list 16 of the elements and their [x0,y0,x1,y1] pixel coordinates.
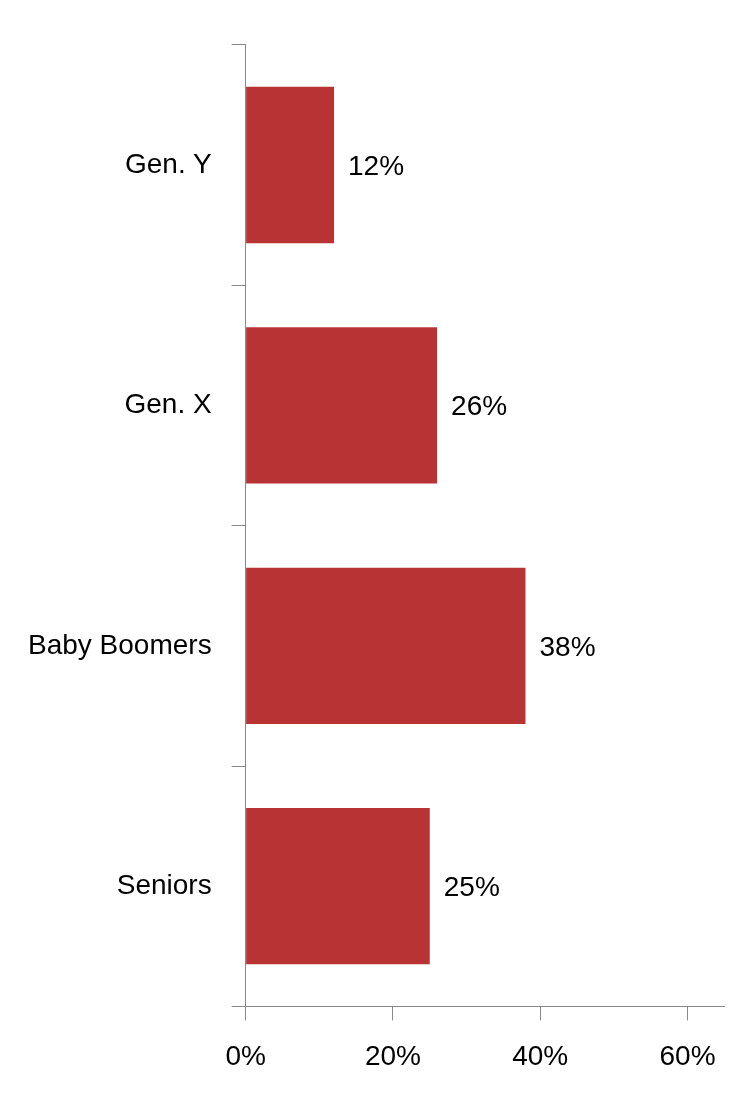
data-label: 38% [539,630,596,662]
bar [246,808,430,965]
y-tick-label: Gen. Y [124,147,212,179]
x-tick-label: 0% [225,1039,266,1071]
data-label: 12% [348,149,405,181]
bar [246,567,526,724]
data-label: 25% [443,870,500,902]
x-tick-label: 20% [364,1039,421,1071]
y-tick-label: Gen. X [124,388,212,420]
y-tick-label: Baby Boomers [28,628,212,660]
x-tick-label: 60% [659,1039,716,1071]
x-tick-label: 40% [512,1039,569,1071]
bar [246,86,335,244]
data-label: 26% [451,390,508,422]
bar [246,327,438,484]
y-tick-label: Seniors [116,868,212,900]
